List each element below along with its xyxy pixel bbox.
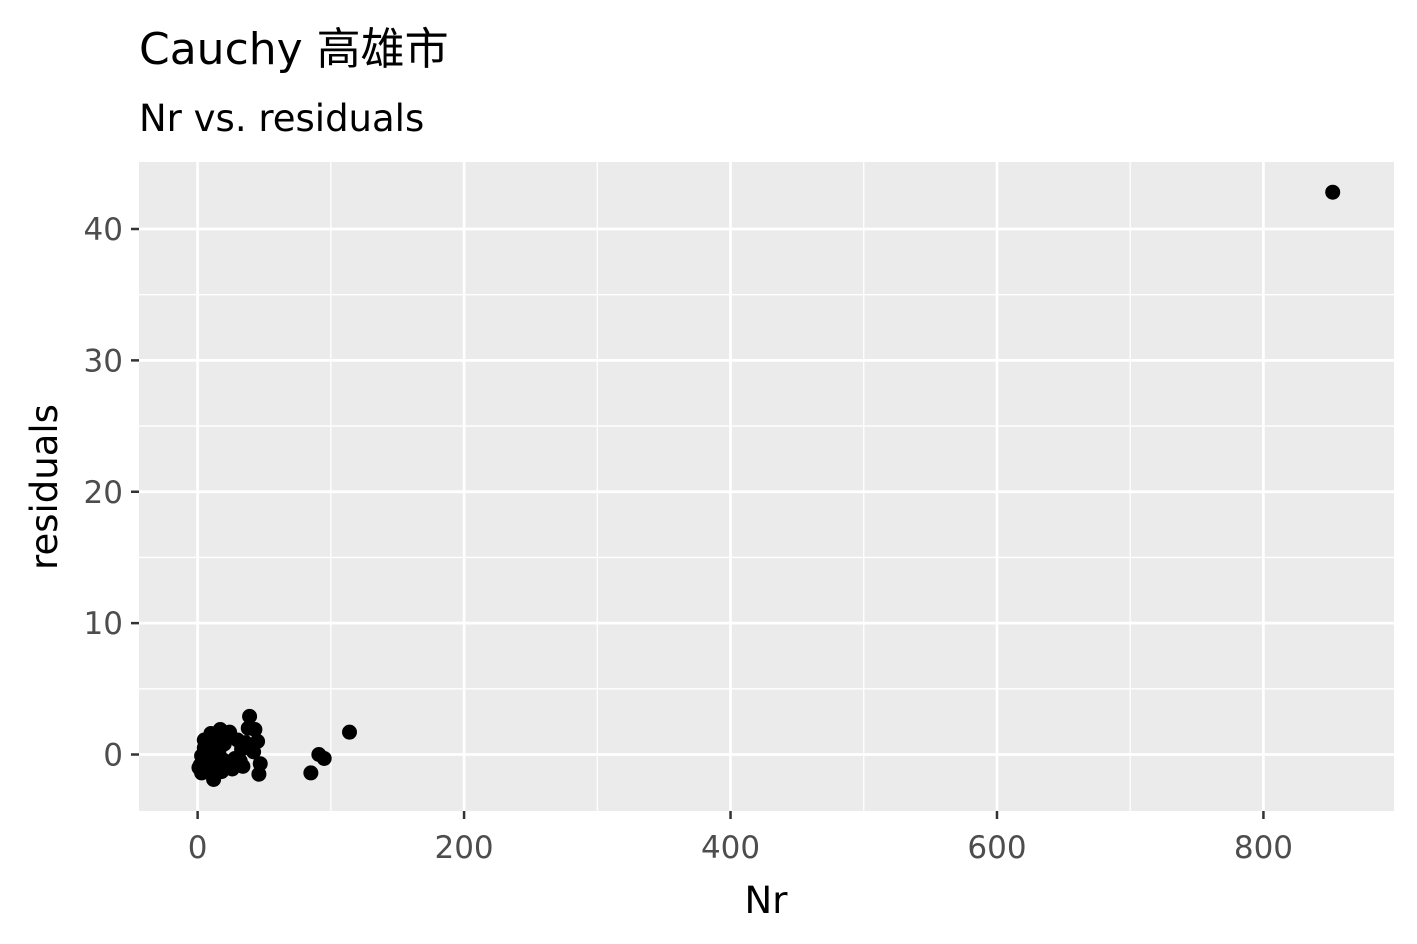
data-point — [316, 750, 332, 766]
x-tick-label: 0 — [188, 830, 208, 866]
data-point — [230, 732, 246, 748]
y-tick-label: 10 — [84, 606, 123, 642]
chart-title: Cauchy 高雄市 — [139, 24, 449, 75]
data-point — [215, 752, 231, 768]
x-tick-label: 600 — [967, 830, 1026, 866]
major-gridlines — [139, 162, 1394, 811]
data-point — [235, 758, 251, 774]
data-point — [214, 764, 230, 780]
minor-gridlines — [139, 162, 1394, 811]
chart-subtitle: Nr vs. residuals — [139, 97, 424, 140]
data-point — [303, 765, 319, 781]
data-point — [1325, 184, 1341, 200]
y-axis: 0 10 20 30 40 — [84, 212, 139, 774]
data-point — [341, 724, 357, 740]
data-point — [242, 708, 258, 724]
y-tick-label: 40 — [84, 212, 123, 248]
data-points — [191, 184, 1341, 787]
y-axis-title: residuals — [23, 404, 66, 570]
x-tick-label: 400 — [701, 830, 760, 866]
data-point — [206, 739, 222, 755]
data-point — [203, 750, 219, 766]
plot-panel — [139, 162, 1394, 811]
y-tick-label: 20 — [84, 475, 123, 511]
y-tick-label: 30 — [84, 343, 123, 379]
x-axis: 0 200 400 600 800 — [188, 811, 1293, 866]
x-tick-label: 800 — [1234, 830, 1293, 866]
data-point — [251, 766, 267, 782]
x-axis-title: Nr — [745, 879, 789, 922]
data-point — [247, 722, 263, 738]
x-tick-label: 200 — [434, 830, 493, 866]
y-tick-label: 0 — [103, 738, 123, 774]
